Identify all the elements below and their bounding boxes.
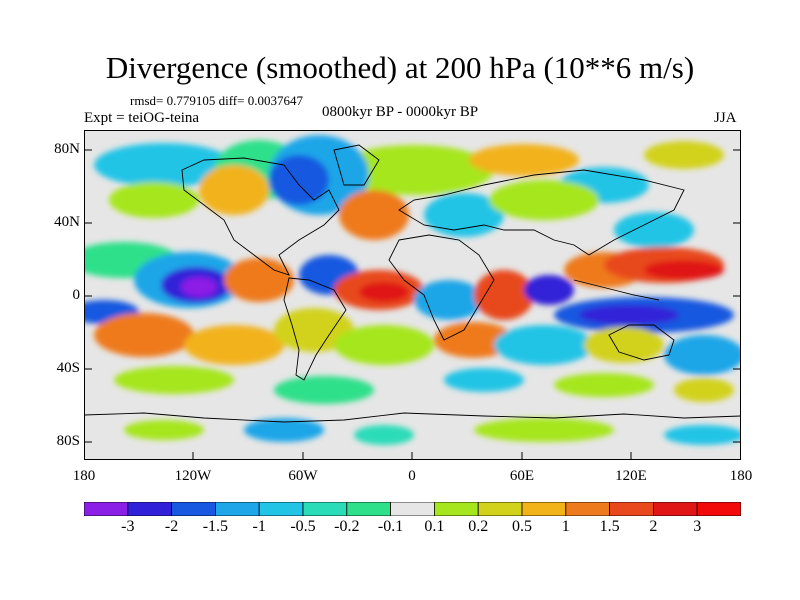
coastlines: [84, 144, 741, 423]
colorbar-label: -0.5: [290, 518, 316, 535]
experiment-label: Expt = teiOG-teina: [84, 110, 200, 126]
lon-label-60e: 60E: [509, 468, 535, 484]
colorbar-cell: [214, 502, 260, 516]
colorbar-label: 1.5: [599, 518, 620, 535]
colorbar-cell: [477, 502, 523, 516]
lat-label-80n: 80N: [54, 141, 80, 157]
colorbar-label: 2: [649, 518, 658, 535]
lat-label-40n: 40N: [54, 214, 80, 230]
colorbar-label: -0.1: [377, 518, 404, 535]
colorbar-label: -0.2: [334, 518, 360, 535]
period-label: 0800kyr BP - 0000kyr BP: [322, 104, 479, 120]
colorbar-cell: [127, 502, 172, 516]
lon-label-60w: 60W: [288, 468, 318, 484]
colorbar-cell: [696, 502, 741, 516]
rmsd-diff-stats: rmsd= 0.779105 diff= 0.0037647: [130, 93, 303, 108]
colorbar-cell: [258, 502, 304, 516]
colorbar-cell: [390, 502, 435, 516]
colorbar-label: -2: [164, 518, 179, 535]
colorbar-cell: [171, 502, 216, 516]
season-label: JJA: [714, 110, 737, 126]
colorbar-label: -1: [252, 518, 266, 535]
colorbar-cell: [302, 502, 348, 516]
lat-label-40s: 40S: [56, 360, 80, 376]
colorbar: [84, 502, 741, 516]
divergence-map: [84, 130, 741, 460]
plot-title: Divergence (smoothed) at 200 hPa (10**6 …: [105, 50, 695, 85]
lon-label-0: 0: [408, 468, 416, 484]
colorbar-label: -1.5: [202, 518, 229, 535]
colorbar-label: 3: [693, 518, 702, 535]
lon-label-120e: 120E: [615, 468, 647, 484]
colorbar-cell: [521, 502, 567, 516]
colorbar-cell: [653, 502, 698, 516]
lon-label-120w: 120W: [174, 468, 212, 484]
tick-marks: [84, 149, 741, 460]
colorbar-cell: [565, 502, 610, 516]
colorbar-label: -3: [121, 518, 135, 535]
divergence-field: [84, 135, 741, 445]
colorbar-label: 0.1: [424, 518, 445, 535]
colorbar-cell: [433, 502, 479, 516]
colorbar-cell: [84, 502, 129, 516]
lon-label-180-west: 180: [72, 468, 96, 484]
colorbar-label: 0.5: [512, 518, 532, 535]
colorbar-cell: [609, 502, 654, 516]
colorbar-label: 0.2: [468, 518, 489, 535]
colorbar-cell: [346, 502, 391, 516]
map-frame: [84, 130, 741, 460]
lon-label-180-east: 180: [729, 468, 753, 484]
colorbar-label: 1: [561, 518, 570, 535]
lat-label-80s: 80S: [56, 433, 80, 449]
lat-label-0: 0: [72, 287, 81, 303]
